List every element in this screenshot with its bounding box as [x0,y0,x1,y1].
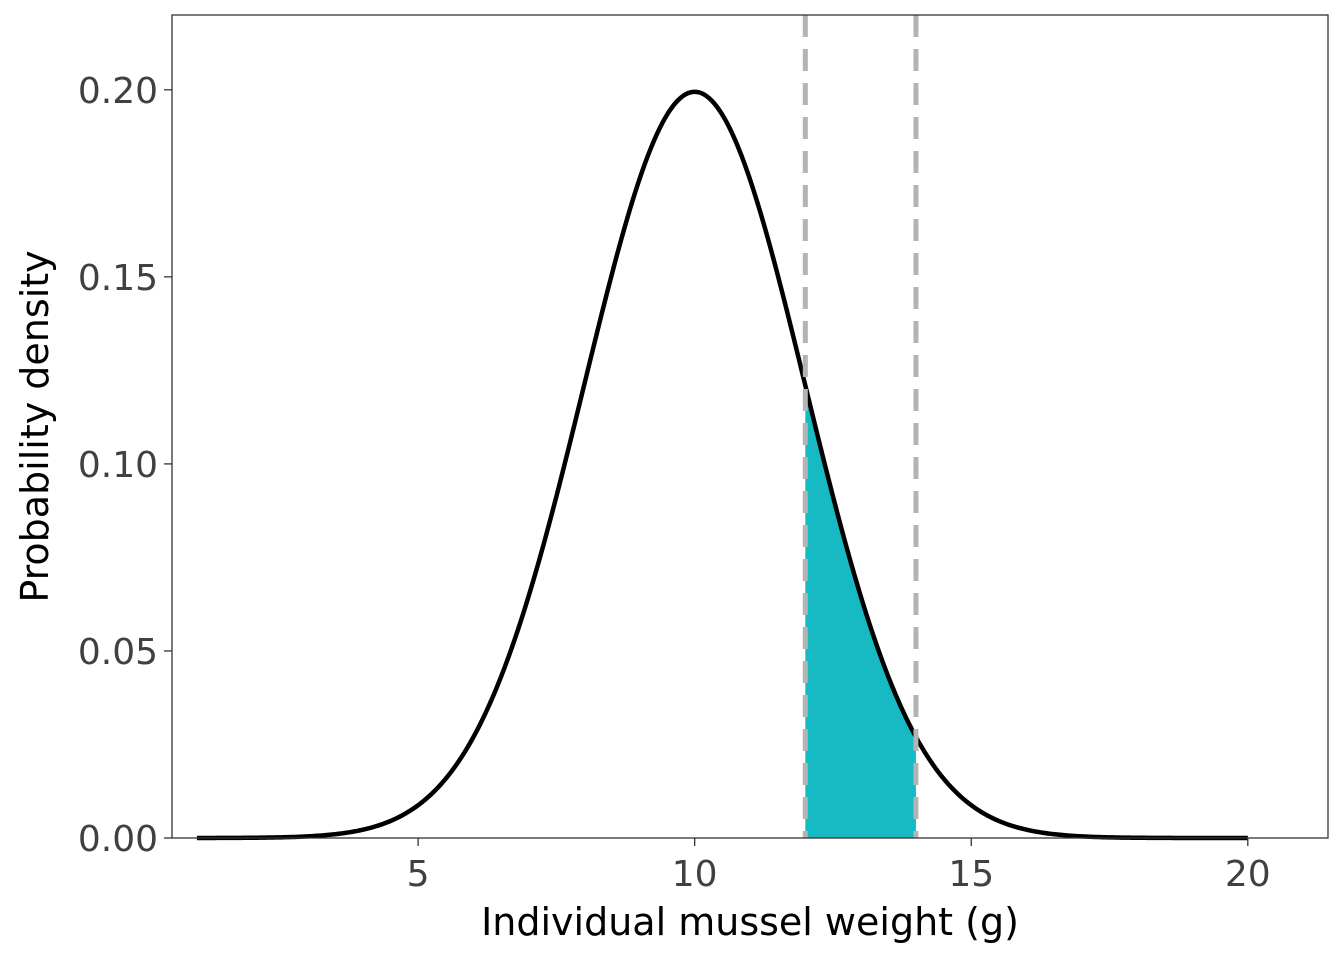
y-tick-label: 0.10 [78,445,158,486]
x-tick-label: 20 [1225,854,1271,895]
y-axis-title: Probability density [13,250,57,602]
x-tick-label: 5 [407,854,430,895]
y-axis: 0.00 0.05 0.10 0.15 0.20 [78,71,172,860]
y-tick-label: 0.20 [78,71,158,112]
x-tick-label: 10 [672,854,718,895]
plot-panel [171,14,1329,841]
panel-border [171,14,1329,839]
y-tick-label: 0.15 [78,258,158,299]
x-axis: 5 10 15 20 [407,838,1271,895]
density-curve [196,89,1248,841]
x-axis-title: Individual mussel weight (g) [481,900,1019,944]
y-tick-label: 0.05 [78,632,158,673]
y-tick-label: 0.00 [78,819,158,860]
x-tick-label: 15 [948,854,994,895]
